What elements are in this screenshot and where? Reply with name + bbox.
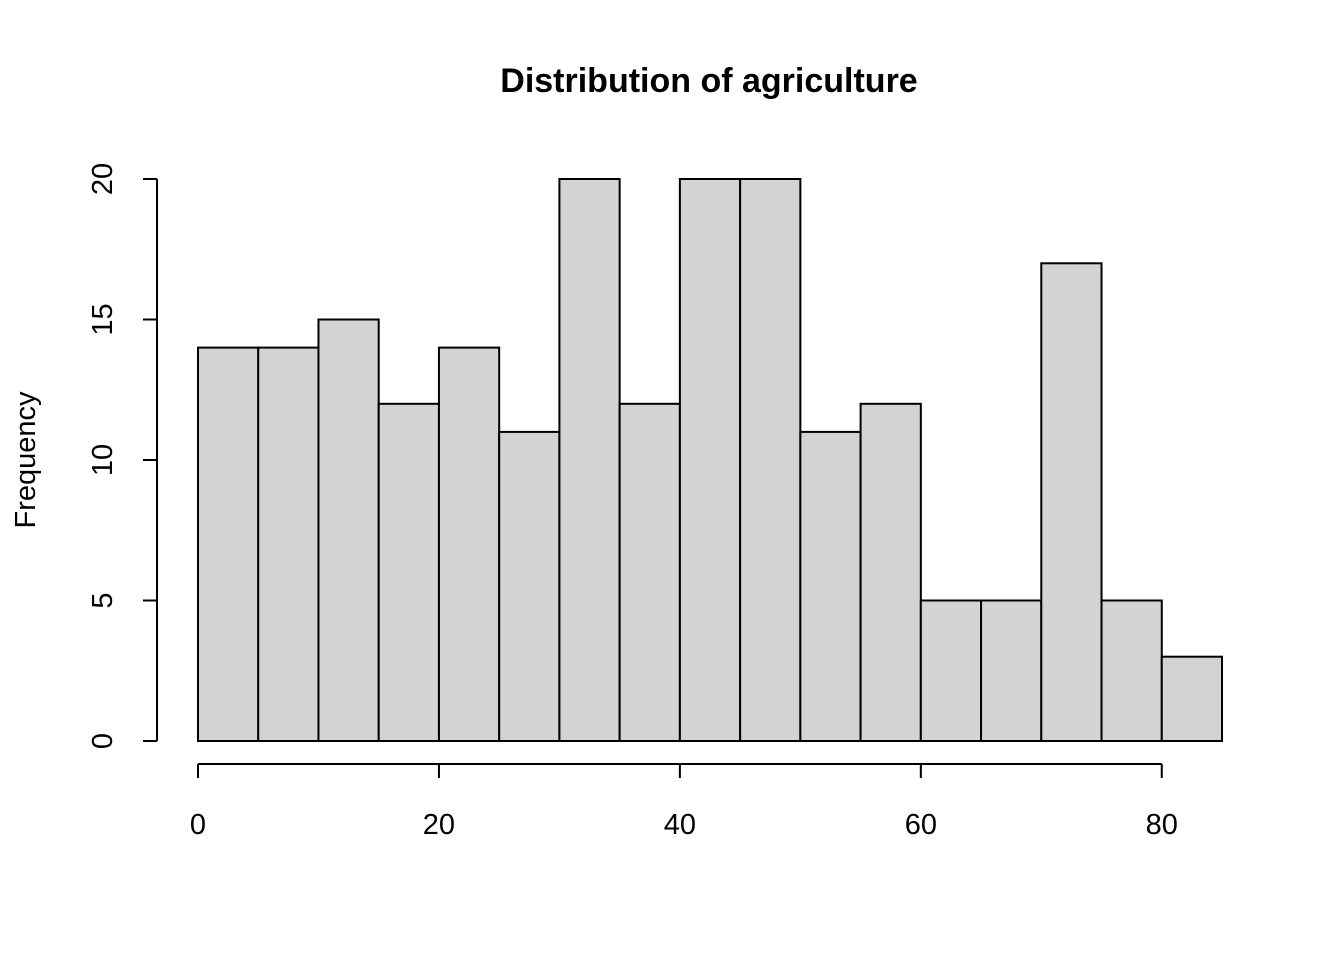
histogram-bar [558,178,621,742]
y-tick-label: 15 [87,303,119,335]
histogram-bar [257,346,320,742]
y-tick-label: 10 [87,444,119,476]
histogram-bar [498,430,561,742]
histogram-bar [980,599,1043,742]
histogram-bar [799,430,862,742]
histogram-bar [197,346,260,742]
histogram-bar [1040,262,1103,742]
histogram-bar [618,402,681,742]
histogram-bar [437,346,501,742]
x-tick-label: 20 [423,809,455,841]
chart-title: Distribution of agriculture [500,62,917,100]
histogram-bar [678,178,742,742]
y-axis: 0 5 10 15 20 [87,163,158,749]
x-tick-label: 0 [190,809,206,841]
x-tick-label: 40 [664,809,696,841]
x-axis: 0 20 40 60 80 [190,763,1178,841]
y-axis-label: Frequency [10,391,42,529]
x-tick-label: 60 [905,809,937,841]
histogram-bar [377,402,440,742]
y-tick-label: 5 [87,592,119,608]
histogram-bar [919,599,983,742]
histogram-bar [739,178,802,742]
bars-group [197,178,1223,743]
histogram-bar [317,318,380,742]
x-tick-label: 80 [1146,809,1178,841]
histogram-bar [1100,599,1163,742]
histogram-bar [1160,655,1223,743]
histogram-bar [859,402,922,742]
y-tick-label: 20 [87,163,119,195]
y-tick-label: 0 [87,733,119,749]
